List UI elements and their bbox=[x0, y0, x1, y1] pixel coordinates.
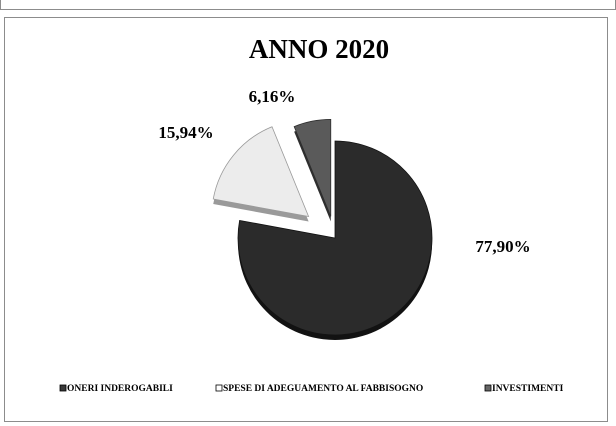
legend-swatch-1 bbox=[59, 384, 67, 392]
data-label-3: 6,16% bbox=[249, 87, 296, 106]
pie-slices bbox=[212, 119, 433, 340]
data-label-2: 15,94% bbox=[158, 123, 213, 142]
pie-slice-1 bbox=[237, 140, 433, 336]
chart-title: ANNO 2020 bbox=[249, 34, 389, 64]
legend-label-3: INVESTIMENTI bbox=[492, 384, 564, 394]
data-labels: 77,90% 15,94% 6,16% bbox=[158, 87, 530, 256]
legend-swatch-2 bbox=[215, 384, 223, 392]
legend-label-2: SPESE DI ADEGUAMENTO AL FABBISOGNO bbox=[223, 384, 423, 394]
pie-slice-3 bbox=[293, 119, 332, 217]
legend: ONERI INDEROGABILI SPESE DI ADEGUAMENTO A… bbox=[59, 384, 564, 394]
data-label-1: 77,90% bbox=[475, 237, 530, 256]
legend-label-1: ONERI INDEROGABILI bbox=[67, 384, 173, 394]
legend-swatch-3 bbox=[484, 384, 492, 392]
pie-slice-2 bbox=[212, 126, 310, 218]
